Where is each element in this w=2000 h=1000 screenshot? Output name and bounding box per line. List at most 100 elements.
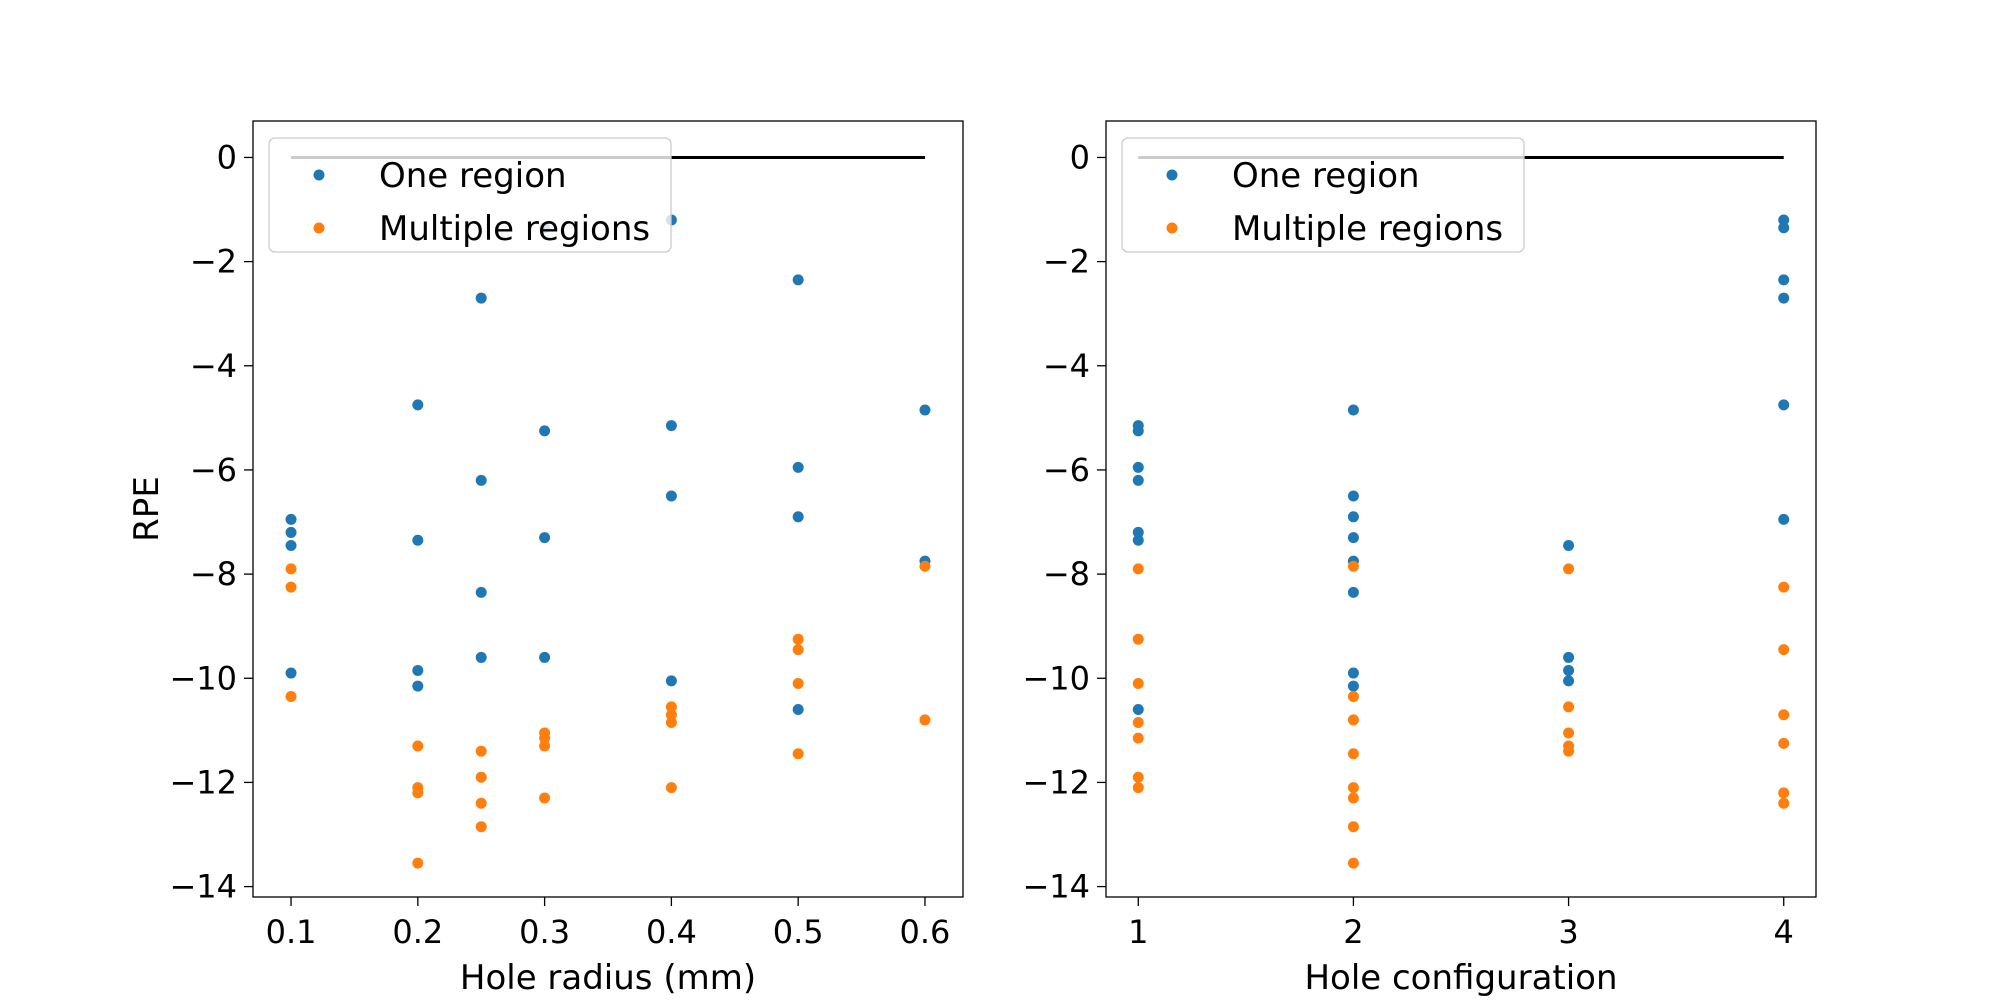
legend-box [1121, 137, 1525, 253]
x-tick-label: 4 [1774, 913, 1794, 951]
data-point [1347, 857, 1359, 869]
data-point [539, 425, 551, 437]
x-tick-label: 0.3 [519, 913, 570, 951]
data-point [665, 675, 677, 687]
data-point [539, 792, 551, 804]
data-point [1132, 677, 1144, 689]
series-1 [1132, 214, 1790, 716]
data-point [1563, 651, 1575, 663]
data-point [475, 651, 487, 663]
data-point [1563, 539, 1575, 551]
data-point [475, 474, 487, 486]
data-point [665, 701, 677, 713]
legend-marker [313, 222, 325, 234]
data-point [1132, 534, 1144, 546]
y-tick-label: −12 [169, 763, 237, 801]
y-tick-label: −14 [169, 868, 237, 906]
legend-label: Multiple regions [1232, 209, 1503, 249]
data-point [475, 771, 487, 783]
data-point [412, 740, 424, 752]
data-point [1132, 461, 1144, 473]
data-point [1132, 526, 1144, 538]
data-point [475, 745, 487, 757]
legend-marker [313, 169, 325, 181]
series-2 [1132, 560, 1790, 869]
data-point [1132, 563, 1144, 575]
data-point [1132, 782, 1144, 794]
data-point [792, 274, 804, 286]
data-point [539, 651, 551, 663]
y-tick-label: −8 [1043, 555, 1090, 593]
data-point [285, 667, 297, 679]
data-point [919, 560, 931, 572]
x-tick-label: 0.4 [646, 913, 697, 951]
data-point [1778, 222, 1790, 234]
data-point [475, 821, 487, 833]
y-tick-label: −2 [190, 243, 237, 281]
y-tick-label: −4 [1043, 347, 1090, 385]
data-point [1132, 474, 1144, 486]
data-point [1347, 511, 1359, 523]
data-point [665, 782, 677, 794]
data-point [1778, 274, 1790, 286]
data-point [1778, 797, 1790, 809]
data-point [1347, 792, 1359, 804]
data-point [475, 797, 487, 809]
data-point [792, 633, 804, 645]
legend-label: Multiple regions [379, 209, 650, 249]
axes-frame [1105, 120, 1817, 898]
data-point [1347, 714, 1359, 726]
data-point [665, 490, 677, 502]
data-point [1778, 787, 1790, 799]
y-tick-label: −6 [190, 451, 237, 489]
data-point [792, 704, 804, 716]
y-tick-label: 0 [217, 138, 237, 176]
data-point [1347, 680, 1359, 692]
data-point [1132, 732, 1144, 744]
data-point [1563, 701, 1575, 713]
data-point [1132, 717, 1144, 729]
data-point [1347, 667, 1359, 679]
x-axis-label: Hole radius (mm) [460, 958, 756, 998]
x-tick-label: 0.2 [392, 913, 443, 951]
data-point [1132, 633, 1144, 645]
legend-box [268, 137, 672, 253]
data-point [412, 534, 424, 546]
data-point [285, 581, 297, 593]
data-point [1563, 675, 1575, 687]
y-tick-label: −2 [1043, 243, 1090, 281]
data-point [412, 680, 424, 692]
legend-label: One region [379, 156, 567, 196]
data-point [539, 740, 551, 752]
data-point [1563, 563, 1575, 575]
y-tick-label: −4 [190, 347, 237, 385]
data-point [1778, 737, 1790, 749]
data-point [1347, 532, 1359, 544]
legend-marker [1166, 222, 1178, 234]
data-point [1347, 821, 1359, 833]
data-point [1778, 214, 1790, 226]
data-point [792, 677, 804, 689]
y-tick-label: −12 [1022, 763, 1090, 801]
data-point [412, 857, 424, 869]
data-point [792, 461, 804, 473]
series-1 [285, 214, 931, 716]
x-tick-label: 0.5 [773, 913, 824, 951]
data-point [665, 420, 677, 432]
y-tick-label: −8 [190, 555, 237, 593]
data-point [1347, 560, 1359, 572]
data-point [1778, 581, 1790, 593]
data-point [1347, 586, 1359, 598]
data-point [919, 714, 931, 726]
data-point [1778, 292, 1790, 304]
data-point [475, 292, 487, 304]
data-point [919, 404, 931, 416]
data-point [792, 644, 804, 656]
data-point [1563, 727, 1575, 739]
data-point [539, 532, 551, 544]
data-point [665, 709, 677, 721]
data-point [285, 526, 297, 538]
y-axis-label: RPE [127, 476, 167, 542]
data-point [285, 563, 297, 575]
